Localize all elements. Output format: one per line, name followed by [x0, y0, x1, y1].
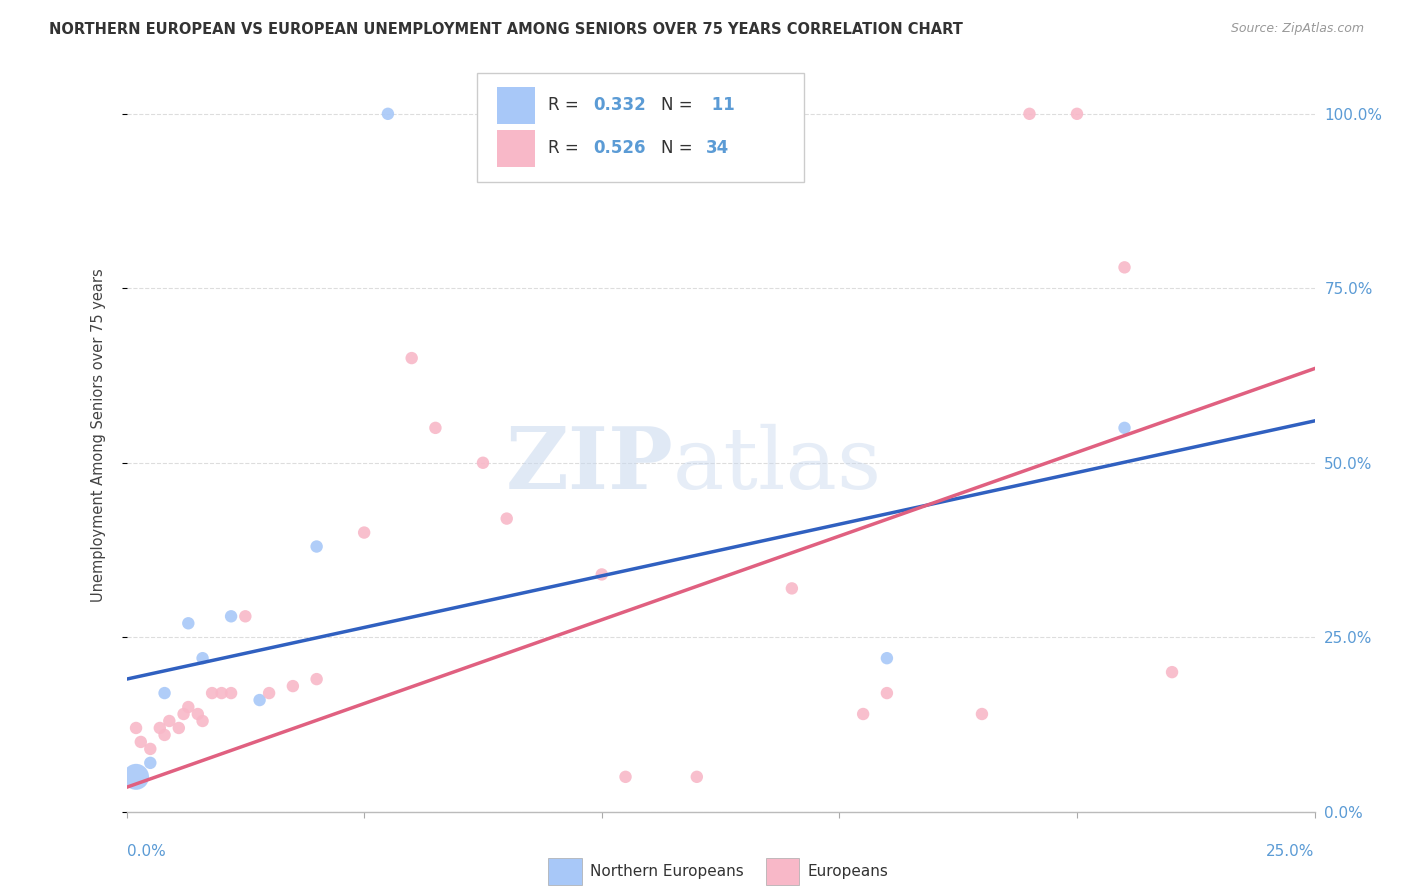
Point	[401, 351, 423, 365]
Point	[970, 706, 993, 721]
Point	[153, 686, 176, 700]
Text: atlas: atlas	[673, 424, 882, 507]
Point	[472, 456, 495, 470]
FancyBboxPatch shape	[498, 130, 536, 167]
Point	[281, 679, 304, 693]
Point	[353, 525, 375, 540]
Text: 0.526: 0.526	[593, 139, 645, 157]
Point	[305, 540, 328, 554]
Point	[125, 721, 148, 735]
Text: Europeans: Europeans	[807, 863, 889, 879]
Point	[591, 567, 613, 582]
Text: N =: N =	[661, 96, 697, 114]
Point	[191, 714, 214, 728]
Point	[249, 693, 271, 707]
Point	[1114, 260, 1136, 275]
Point	[187, 706, 209, 721]
Point	[1018, 107, 1040, 121]
Point	[876, 651, 898, 665]
Point	[201, 686, 224, 700]
Point	[167, 721, 190, 735]
Point	[233, 609, 257, 624]
Text: Northern Europeans: Northern Europeans	[591, 863, 744, 879]
Text: NORTHERN EUROPEAN VS EUROPEAN UNEMPLOYMENT AMONG SENIORS OVER 75 YEARS CORRELATI: NORTHERN EUROPEAN VS EUROPEAN UNEMPLOYME…	[49, 22, 963, 37]
Text: 25.0%: 25.0%	[1267, 845, 1315, 859]
Point	[177, 700, 200, 714]
Text: Source: ZipAtlas.com: Source: ZipAtlas.com	[1230, 22, 1364, 36]
Point	[219, 686, 242, 700]
FancyBboxPatch shape	[548, 858, 582, 885]
Text: 0.332: 0.332	[593, 96, 647, 114]
Point	[852, 706, 875, 721]
Point	[305, 672, 328, 686]
Point	[425, 421, 447, 435]
Text: R =: R =	[548, 96, 585, 114]
Text: N =: N =	[661, 139, 697, 157]
Point	[149, 721, 172, 735]
FancyBboxPatch shape	[477, 73, 804, 182]
Point	[139, 742, 162, 756]
Point	[377, 107, 399, 121]
Text: 0.0%: 0.0%	[127, 845, 166, 859]
Point	[614, 770, 637, 784]
Point	[1114, 421, 1136, 435]
Point	[1161, 665, 1184, 680]
Point	[153, 728, 176, 742]
Point	[495, 511, 517, 525]
Point	[177, 616, 200, 631]
Point	[219, 609, 242, 624]
Point	[125, 770, 148, 784]
Point	[1066, 107, 1088, 121]
Point	[211, 686, 233, 700]
Text: 11: 11	[706, 96, 735, 114]
Text: 34: 34	[706, 139, 730, 157]
Point	[129, 735, 152, 749]
Text: ZIP: ZIP	[505, 423, 673, 507]
Point	[139, 756, 162, 770]
Point	[191, 651, 214, 665]
FancyBboxPatch shape	[498, 87, 536, 124]
Point	[876, 686, 898, 700]
Point	[173, 706, 195, 721]
Text: R =: R =	[548, 139, 585, 157]
Point	[686, 770, 709, 784]
Point	[780, 582, 803, 596]
FancyBboxPatch shape	[766, 858, 799, 885]
Y-axis label: Unemployment Among Seniors over 75 years: Unemployment Among Seniors over 75 years	[91, 268, 105, 602]
Point	[157, 714, 180, 728]
Point	[257, 686, 280, 700]
